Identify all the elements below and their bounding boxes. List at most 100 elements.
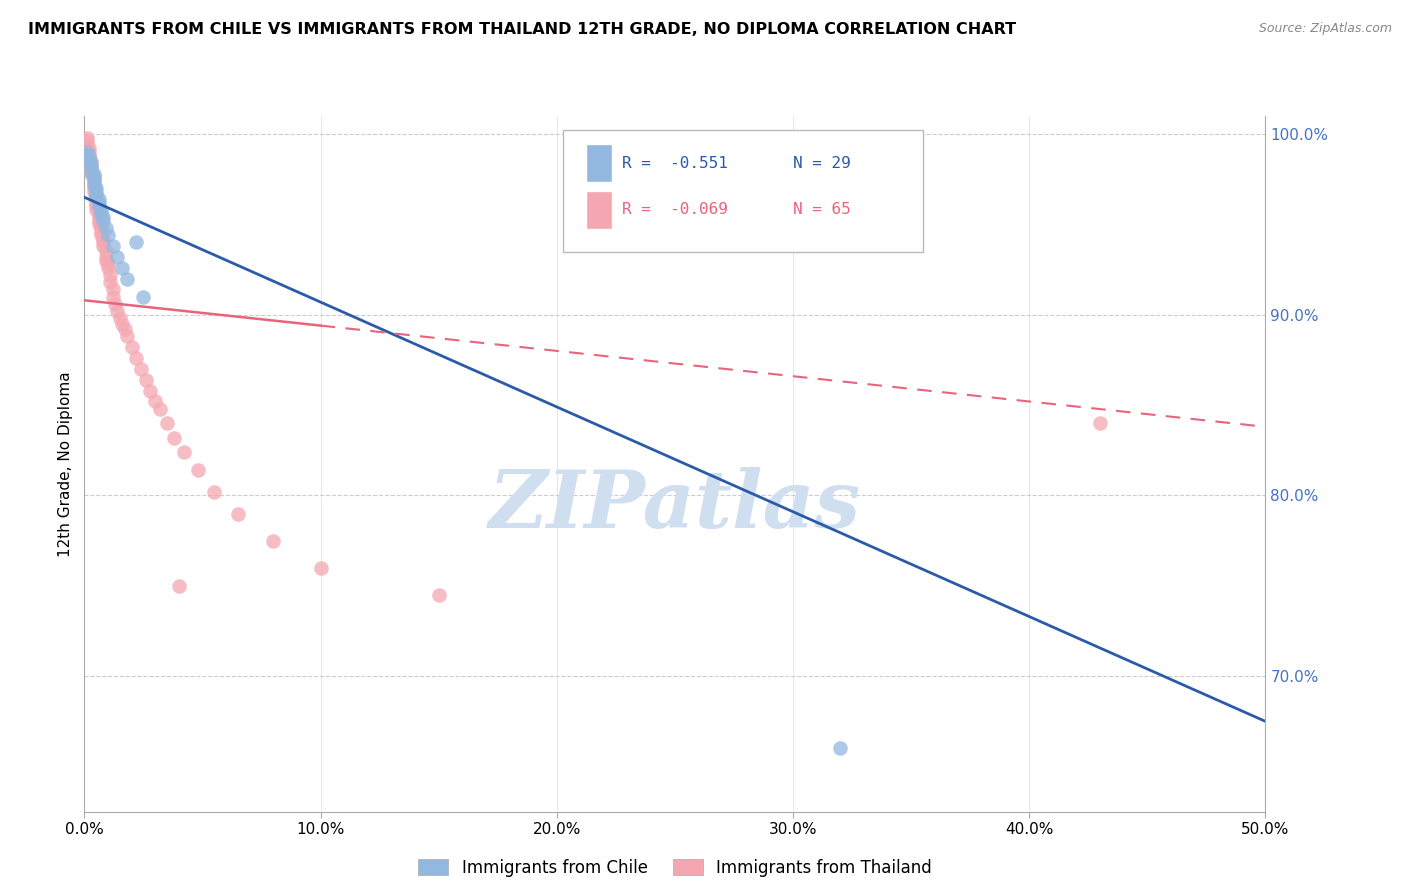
Point <box>80 158 103 172</box>
Point <box>309 560 332 574</box>
Point <box>97 228 120 243</box>
Point <box>90 202 112 217</box>
Point <box>101 290 124 304</box>
Point <box>84 188 107 202</box>
Point <box>84 192 107 206</box>
Point <box>91 232 114 246</box>
Point <box>115 329 138 343</box>
Point <box>84 195 107 210</box>
Point <box>111 260 134 275</box>
Text: R =  -0.069: R = -0.069 <box>621 202 728 218</box>
Point <box>101 282 124 296</box>
Point <box>87 195 110 210</box>
Y-axis label: 12th Grade, No Diploma: 12th Grade, No Diploma <box>58 371 73 557</box>
Point <box>83 185 105 199</box>
Point <box>135 373 157 387</box>
Point <box>427 588 450 602</box>
Point <box>83 174 105 188</box>
Point <box>94 244 117 259</box>
Point <box>143 394 166 409</box>
Point <box>226 507 249 521</box>
Point <box>101 239 124 253</box>
Point <box>77 153 100 167</box>
Text: IMMIGRANTS FROM CHILE VS IMMIGRANTS FROM THAILAND 12TH GRADE, NO DIPLOMA CORRELA: IMMIGRANTS FROM CHILE VS IMMIGRANTS FROM… <box>28 22 1017 37</box>
Point <box>91 235 114 250</box>
Point <box>149 401 172 416</box>
Point <box>97 260 120 275</box>
Point <box>87 192 110 206</box>
Point <box>132 290 155 304</box>
Point <box>90 225 112 239</box>
Point <box>107 250 129 264</box>
Point <box>108 311 131 326</box>
Point <box>87 206 110 220</box>
Point <box>156 416 179 430</box>
Point <box>107 304 129 318</box>
Point <box>80 154 103 169</box>
Point <box>91 214 114 228</box>
Point <box>77 145 100 160</box>
Point <box>163 431 186 445</box>
Point <box>84 185 107 199</box>
Point <box>91 239 114 253</box>
Point <box>80 161 103 176</box>
Point <box>83 178 105 192</box>
Point <box>94 250 117 264</box>
Point <box>87 218 110 232</box>
Point <box>84 181 107 195</box>
Legend: Immigrants from Chile, Immigrants from Thailand: Immigrants from Chile, Immigrants from T… <box>412 852 938 883</box>
Point <box>98 275 121 289</box>
Point <box>1088 416 1111 430</box>
Point <box>83 170 105 185</box>
Point <box>173 445 195 459</box>
Point <box>76 134 98 148</box>
Text: N = 29: N = 29 <box>793 156 851 170</box>
Point <box>187 463 209 477</box>
Point <box>80 167 103 181</box>
Point <box>121 340 143 354</box>
Point <box>87 199 110 213</box>
Point <box>76 137 98 152</box>
Point <box>91 210 114 224</box>
Point <box>77 141 100 155</box>
Point <box>94 221 117 235</box>
Point <box>77 149 100 163</box>
Point <box>87 210 110 224</box>
Point <box>83 181 105 195</box>
Point <box>97 257 120 271</box>
Point <box>83 167 105 181</box>
Point <box>114 322 136 336</box>
Bar <box>586 145 612 182</box>
Point <box>76 130 98 145</box>
Point <box>80 165 103 179</box>
Text: Source: ZipAtlas.com: Source: ZipAtlas.com <box>1258 22 1392 36</box>
Point <box>84 202 107 217</box>
Point <box>139 384 162 398</box>
Point <box>111 317 134 331</box>
Point <box>80 160 103 174</box>
Point <box>98 268 121 282</box>
Point <box>87 214 110 228</box>
Point <box>90 206 112 220</box>
Point <box>90 221 112 235</box>
Point <box>84 199 107 213</box>
Point <box>77 154 100 169</box>
Point <box>83 178 105 192</box>
Point <box>262 533 284 548</box>
Point <box>125 351 148 365</box>
Point <box>76 145 98 160</box>
Point <box>167 579 190 593</box>
Text: ZIPatlas: ZIPatlas <box>489 467 860 544</box>
Point <box>104 297 127 311</box>
Point <box>830 741 852 756</box>
Point <box>90 228 112 243</box>
Point <box>80 163 103 178</box>
Point <box>115 271 138 285</box>
Point <box>129 362 152 376</box>
Point <box>80 156 103 170</box>
Point <box>84 188 107 202</box>
Bar <box>586 191 612 229</box>
Text: R =  -0.551: R = -0.551 <box>621 156 728 170</box>
Point <box>94 253 117 268</box>
Point <box>83 170 105 185</box>
